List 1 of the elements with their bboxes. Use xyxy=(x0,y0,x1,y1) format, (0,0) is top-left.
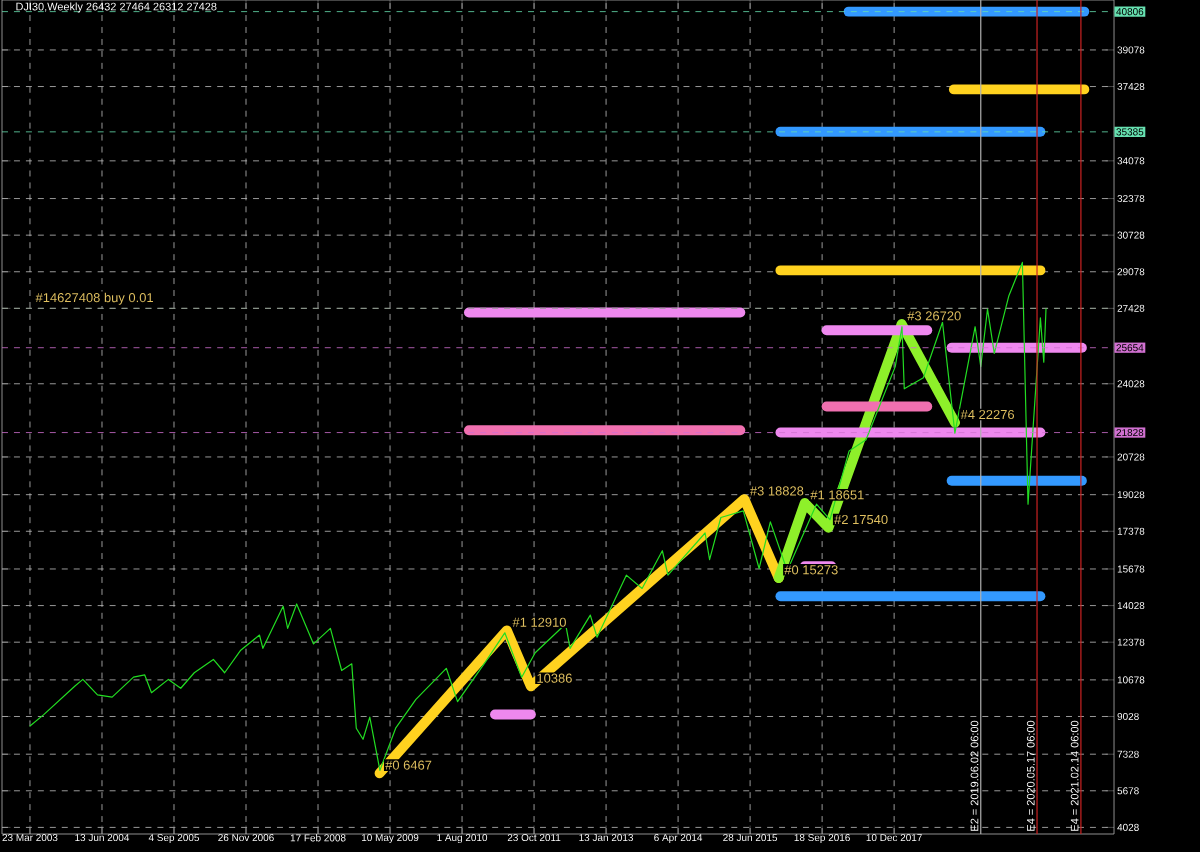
line-series xyxy=(374,494,784,779)
